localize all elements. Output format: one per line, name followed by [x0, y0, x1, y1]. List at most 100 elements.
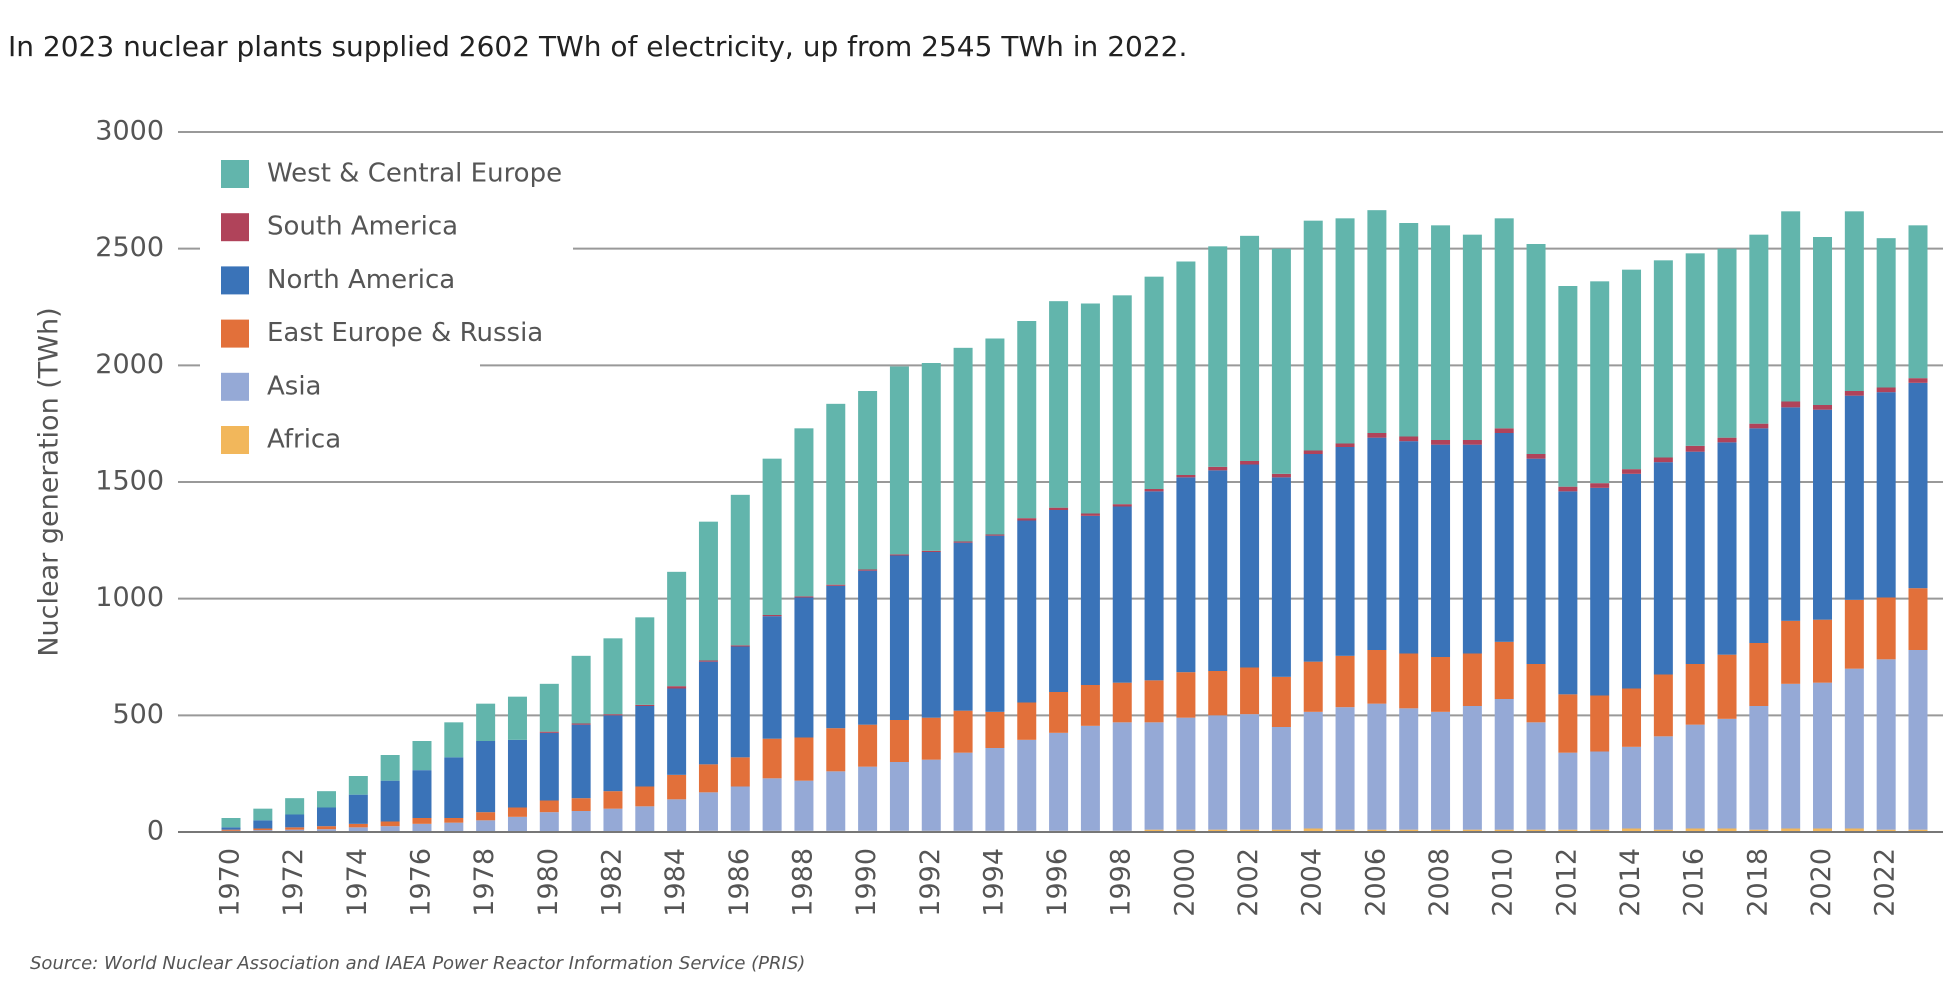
bar-segment [539, 800, 559, 813]
bar-segment [826, 771, 846, 831]
bar-segment [1208, 671, 1228, 716]
bar-segment [953, 752, 973, 831]
bar-segment [1781, 620, 1801, 684]
y-tick-label: 0 [147, 816, 164, 847]
bar-segment [380, 755, 400, 781]
bar-segment [730, 645, 750, 647]
bar-segment [412, 770, 432, 818]
bar-segment [412, 741, 432, 771]
bar-segment [953, 541, 973, 543]
x-tick-label: 1998 [1106, 848, 1137, 917]
bar-segment [1622, 828, 1642, 832]
x-tick-label: 2020 [1806, 848, 1837, 917]
bar-segment [221, 827, 241, 830]
bar-segment [603, 808, 623, 832]
bar-segment [762, 778, 782, 831]
bar-segment [1717, 828, 1737, 832]
bar-segment [1335, 447, 1355, 656]
bar-segment [985, 534, 1005, 536]
bar-segment [1144, 489, 1164, 492]
bar-segment [1908, 650, 1928, 830]
bar-segment [1781, 407, 1801, 621]
bar-segment [1080, 515, 1100, 685]
bar-segment [1303, 454, 1323, 662]
bar-segment [1844, 391, 1864, 396]
bar-segment [1399, 653, 1419, 709]
bar-segment [1844, 599, 1864, 669]
bar-segment [1685, 724, 1705, 829]
bar-segment [316, 791, 336, 808]
y-tick-label: 2500 [95, 232, 164, 263]
bar-segment [1049, 510, 1069, 692]
x-tick-label: 1994 [978, 848, 1009, 917]
bar-segment [1717, 718, 1737, 829]
legend-swatch [221, 213, 249, 242]
bar-segment [253, 808, 273, 821]
bar-segment [730, 757, 750, 787]
bar-segment [826, 403, 846, 585]
bar-segment [316, 829, 336, 832]
bar-segment [1717, 654, 1737, 719]
bar-segment [1494, 641, 1514, 699]
bar-segment [1176, 829, 1196, 832]
bar-segment [1813, 619, 1833, 683]
bar-segment [1208, 466, 1228, 471]
bar-segment [1303, 450, 1323, 454]
bar-segment [1813, 409, 1833, 620]
bar-segment [698, 661, 718, 765]
bar-segment [1494, 218, 1514, 429]
bar-segment [1590, 483, 1610, 488]
bar-segment [1494, 699, 1514, 830]
bar-segment [1717, 437, 1737, 443]
bar-segment [667, 571, 687, 687]
x-tick-label: 1984 [660, 848, 691, 917]
bar-segment [1144, 829, 1164, 832]
bar-segment [921, 550, 941, 552]
bar-segment [1112, 682, 1132, 723]
bar-segment [794, 428, 814, 597]
bar-segment [1622, 469, 1642, 474]
bar-segment [253, 820, 273, 829]
bar-segment [476, 703, 496, 741]
bar-segment [794, 597, 814, 738]
bar-segment [316, 807, 336, 827]
bar-segment [794, 780, 814, 831]
bar-segment [1685, 664, 1705, 725]
bar-segment [1653, 674, 1673, 737]
bar-segment [1367, 703, 1387, 830]
bar-segment [1876, 597, 1896, 660]
y-tick-label: 1000 [95, 582, 164, 613]
bar-segment [1749, 428, 1769, 643]
bar-segment [889, 762, 909, 831]
x-tick-label: 2006 [1360, 848, 1391, 917]
bar-segment [1271, 676, 1291, 727]
bar-segment [858, 569, 878, 571]
bar-segment [1431, 444, 1451, 657]
bar-segment [571, 723, 591, 725]
bar-segment [571, 811, 591, 832]
y-axis-label: Nuclear generation (TWh) [34, 307, 65, 656]
x-tick-label: 2000 [1169, 848, 1200, 917]
bar-segment [348, 776, 368, 795]
bar-segment [794, 737, 814, 781]
bar-segment [1653, 457, 1673, 463]
legend-swatch [221, 426, 249, 454]
bar-segment [1590, 695, 1610, 752]
bar-segment [730, 494, 750, 646]
bar-segment [1908, 225, 1928, 379]
bar-segment [603, 791, 623, 809]
bar-segment [444, 818, 464, 823]
bar-segment [285, 814, 305, 828]
bar-segment [1526, 664, 1546, 723]
bar-segment [1462, 706, 1482, 830]
bar-segment [667, 688, 687, 775]
y-tick-label: 2000 [95, 349, 164, 380]
bar-segment [635, 706, 655, 787]
bar-segment [1526, 829, 1546, 832]
bar-segment [1112, 295, 1132, 505]
bar-segment [794, 596, 814, 598]
bar-segment [1844, 211, 1864, 391]
bar-segment [1653, 462, 1673, 675]
bar-segment [1240, 464, 1260, 668]
bar-segment [1112, 722, 1132, 831]
